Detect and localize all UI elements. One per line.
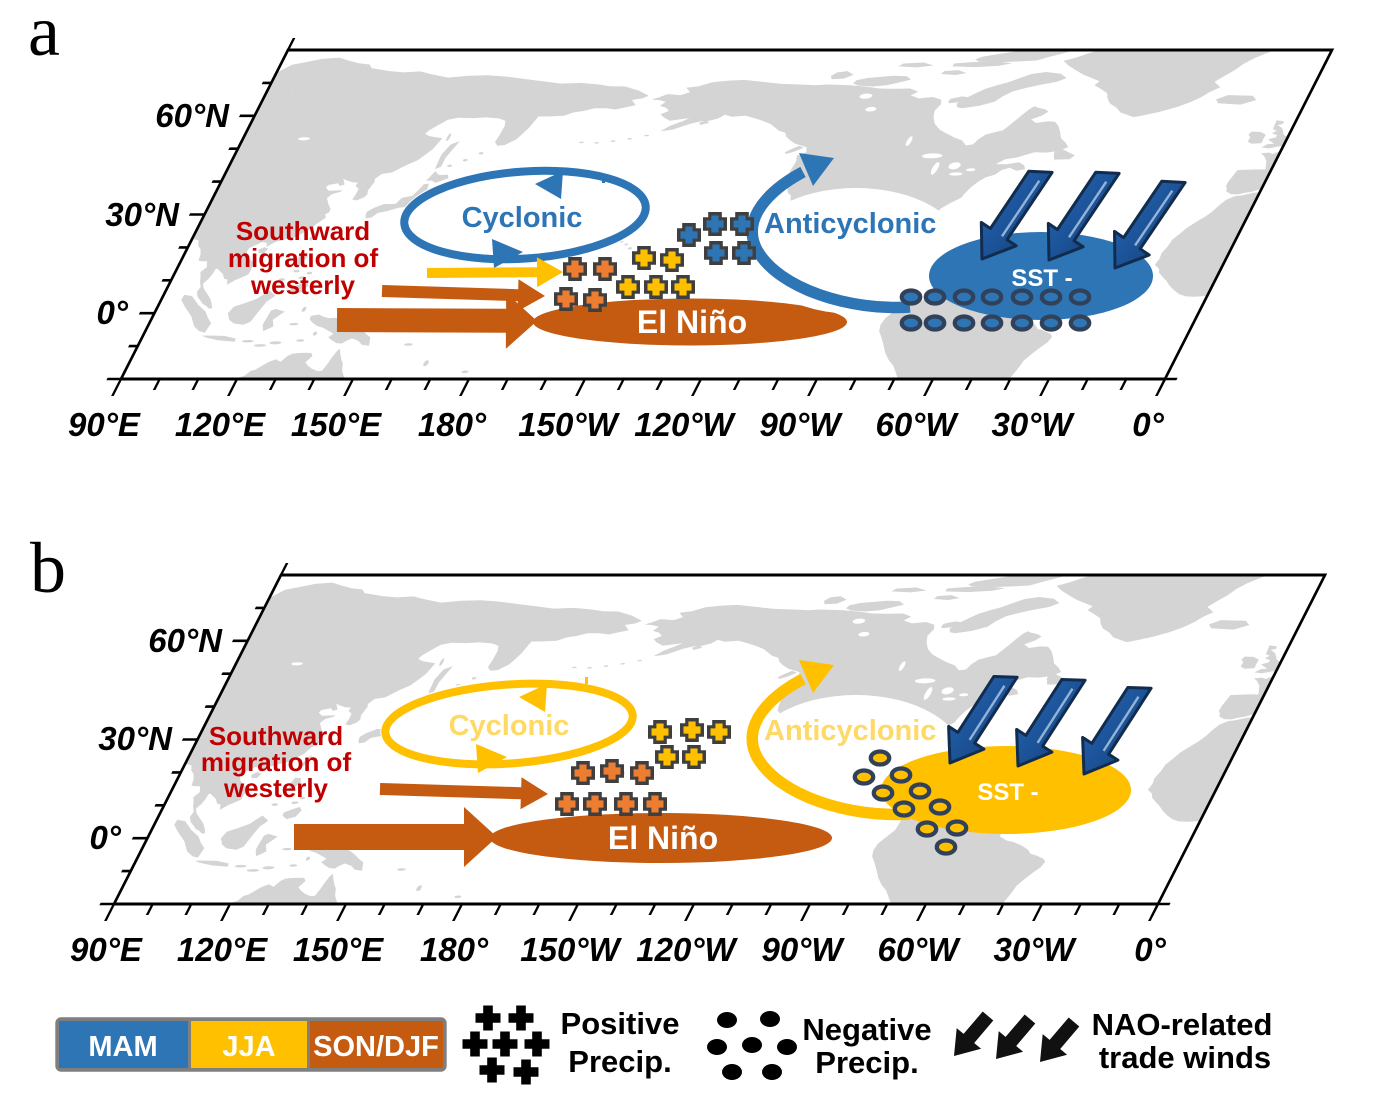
svg-text:NAO-related: NAO-related xyxy=(1092,1007,1273,1042)
svg-text:0°: 0° xyxy=(1134,931,1166,968)
svg-text:El Niño: El Niño xyxy=(637,304,747,340)
svg-text:120°W: 120°W xyxy=(636,931,738,968)
svg-text:180°: 180° xyxy=(420,931,489,968)
svg-text:150°W: 150°W xyxy=(518,406,620,443)
svg-text:JJA: JJA xyxy=(222,1031,275,1063)
svg-text:120°E: 120°E xyxy=(177,931,268,968)
svg-text:trade winds: trade winds xyxy=(1099,1040,1271,1075)
svg-text:150°E: 150°E xyxy=(293,931,384,968)
svg-text:90°W: 90°W xyxy=(759,406,843,443)
svg-text:MAM: MAM xyxy=(88,1031,157,1063)
svg-text:SST -: SST - xyxy=(1011,265,1072,292)
svg-text:0°: 0° xyxy=(89,819,121,856)
svg-text:El Niño: El Niño xyxy=(608,820,718,856)
svg-text:90°W: 90°W xyxy=(761,931,845,968)
svg-text:Precip.: Precip. xyxy=(815,1045,918,1080)
svg-text:migration of: migration of xyxy=(201,747,352,777)
svg-text:150°W: 150°W xyxy=(520,931,622,968)
svg-text:60°N: 60°N xyxy=(148,622,223,659)
svg-text:90°E: 90°E xyxy=(70,931,143,968)
svg-text:120°W: 120°W xyxy=(634,406,736,443)
svg-text:Southward: Southward xyxy=(209,721,343,751)
svg-text:Precip.: Precip. xyxy=(568,1044,671,1079)
svg-text:180°: 180° xyxy=(418,406,487,443)
svg-text:a: a xyxy=(28,0,60,71)
svg-text:SON/DJF: SON/DJF xyxy=(313,1031,439,1063)
svg-text:120°E: 120°E xyxy=(175,406,266,443)
svg-text:60°W: 60°W xyxy=(875,406,959,443)
svg-text:westerly: westerly xyxy=(223,773,329,803)
svg-text:150°E: 150°E xyxy=(291,406,382,443)
svg-text:SST -: SST - xyxy=(977,779,1038,806)
svg-text:90°E: 90°E xyxy=(68,406,141,443)
svg-text:Positive: Positive xyxy=(561,1006,680,1041)
svg-text:Anticyclonic: Anticyclonic xyxy=(764,715,936,747)
svg-text:0°: 0° xyxy=(96,294,128,331)
svg-text:0°: 0° xyxy=(1132,406,1164,443)
svg-text:westerly: westerly xyxy=(250,270,356,300)
svg-text:Cyclonic: Cyclonic xyxy=(462,202,583,234)
svg-text:60°N: 60°N xyxy=(155,97,230,134)
svg-text:migration of: migration of xyxy=(228,243,379,273)
svg-text:30°W: 30°W xyxy=(991,406,1075,443)
svg-text:Southward: Southward xyxy=(236,216,370,246)
svg-text:Cyclonic: Cyclonic xyxy=(449,710,570,742)
svg-text:30°N: 30°N xyxy=(98,720,173,757)
svg-text:60°W: 60°W xyxy=(877,931,961,968)
svg-text:30°N: 30°N xyxy=(105,196,180,233)
svg-text:Negative: Negative xyxy=(802,1012,931,1047)
svg-text:30°W: 30°W xyxy=(993,931,1077,968)
svg-text:b: b xyxy=(30,528,66,608)
svg-text:Anticyclonic: Anticyclonic xyxy=(764,208,936,240)
